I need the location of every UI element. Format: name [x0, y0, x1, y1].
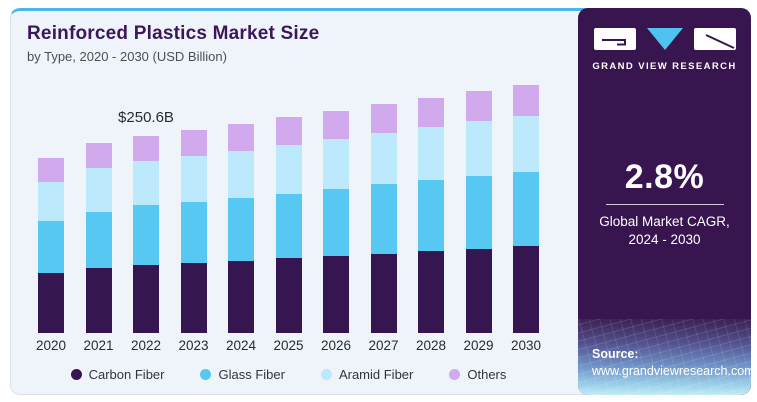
source-box: Source: www.grandviewresearch.com [578, 319, 751, 395]
bar-segment-aramid-fiber [180, 156, 207, 202]
legend-dot-icon [70, 369, 82, 380]
bar-segment-others [370, 103, 397, 133]
bar-segment-aramid-fiber [370, 132, 397, 185]
page-title: Reinforced Plastics Market Size [27, 23, 320, 44]
bar-2024 [228, 123, 254, 333]
bar-2022 [133, 136, 159, 333]
cagr-description-line1: Global Market CAGR, [599, 214, 730, 229]
bar-segment-carbon-fiber [38, 272, 64, 333]
bar-segment-others [133, 136, 159, 162]
bar-segment-glass-fiber [418, 180, 444, 251]
bar-segment-others [180, 129, 207, 157]
x-axis-label: 2023 [178, 338, 209, 353]
stacked-bar-chart: $250.6B [38, 83, 539, 333]
bar-2027 [370, 103, 397, 333]
bar-segment-carbon-fiber [418, 250, 444, 333]
gvr-logo-icon [593, 28, 736, 50]
bar-segment-glass-fiber [465, 175, 492, 249]
bar-2023 [180, 129, 207, 333]
sidebar-panel: GRAND VIEW RESEARCH 2.8% Global Market C… [578, 8, 751, 395]
x-axis-label: 2026 [320, 338, 352, 353]
bar-segment-carbon-fiber [85, 267, 112, 333]
chart-legend: Carbon Fiber Glass Fiber Aramid Fiber Other… [38, 367, 539, 382]
x-axis-label: 2027 [368, 338, 399, 353]
bar-segment-glass-fiber [133, 205, 159, 265]
bar-segment-others [228, 123, 254, 152]
bar-segment-others [465, 91, 492, 122]
bar-segment-aramid-fiber [323, 138, 349, 189]
brand-logo: GRAND VIEW RESEARCH [578, 28, 751, 72]
brand-name: GRAND VIEW RESEARCH [592, 61, 737, 72]
bar-2028 [418, 98, 444, 333]
bar-segment-glass-fiber [323, 188, 349, 256]
bar-segment-others [323, 110, 349, 139]
bar-segment-aramid-fiber [275, 145, 302, 194]
source-label: Source: [592, 347, 639, 361]
bar-segment-others [85, 142, 112, 169]
bar-2029 [465, 91, 492, 333]
x-axis-label: 2025 [273, 338, 304, 353]
bar-segment-others [513, 84, 539, 116]
x-axis-label: 2028 [415, 338, 447, 353]
cagr-description-line2: 2024 - 2030 [628, 231, 701, 247]
bar-2021 [85, 142, 112, 333]
bar-segment-aramid-fiber [418, 127, 444, 181]
bar-segment-carbon-fiber [323, 256, 349, 333]
bar-segment-aramid-fiber [465, 121, 492, 176]
bar-2026 [323, 110, 349, 333]
legend-label: Aramid Fiber [338, 367, 414, 382]
bar-segment-aramid-fiber [85, 168, 112, 212]
bar-segment-glass-fiber [38, 221, 64, 273]
bar-segment-glass-fiber [513, 171, 539, 246]
x-axis-label: 2024 [225, 338, 257, 353]
bar-segment-others [275, 117, 302, 146]
bar-segment-aramid-fiber [513, 115, 539, 172]
bar-segment-aramid-fiber [133, 161, 159, 206]
legend-label: Glass Fiber [218, 367, 285, 382]
cagr-description: Global Market CAGR, 2024 - 2030 [578, 213, 751, 249]
bar-segment-aramid-fiber [38, 181, 64, 222]
legend-label: Others [467, 367, 507, 382]
bar-segment-others [418, 98, 444, 128]
bar-segment-glass-fiber [85, 211, 112, 268]
page-subtitle: by Type, 2020 - 2030 (USD Billion) [27, 49, 227, 64]
legend-item-glass-fiber: Glass Fiber [200, 367, 285, 382]
divider [605, 204, 724, 205]
bar-segment-glass-fiber [275, 193, 302, 259]
bar-segment-carbon-fiber [180, 262, 207, 333]
bar-segment-aramid-fiber [228, 151, 254, 198]
legend-dot-icon [320, 369, 332, 380]
cagr-block: 2.8% Global Market CAGR, 2024 - 2030 [578, 158, 751, 249]
x-axis-labels: 2020 2021 2022 2023 2024 2025 2026 2027 2028 2029… [35, 338, 542, 353]
source-url-link[interactable]: www.grandviewresearch.com [592, 364, 751, 378]
legend-dot-icon [449, 369, 461, 380]
legend-item-others: Others [449, 367, 506, 382]
x-axis-label: 2021 [83, 338, 114, 353]
legend-item-aramid-fiber: Aramid Fiber [320, 367, 414, 382]
infographic-card: Reinforced Plastics Market Size by Type,… [10, 8, 751, 395]
bar-segment-carbon-fiber [465, 248, 492, 333]
bar-segment-glass-fiber [228, 197, 254, 261]
legend-label: Carbon Fiber [88, 367, 165, 382]
bar-segment-others [38, 158, 64, 182]
bar-segment-carbon-fiber [370, 253, 397, 333]
bar-2030 [513, 84, 539, 333]
bar-segment-carbon-fiber [275, 258, 302, 333]
bar-segment-glass-fiber [180, 201, 207, 263]
x-axis-label: 2020 [35, 338, 67, 353]
x-axis-label: 2030 [510, 338, 542, 353]
legend-dot-icon [200, 369, 212, 380]
bar-segment-carbon-fiber [228, 260, 254, 333]
bar-2025 [275, 117, 302, 333]
data-label: $250.6B [118, 109, 174, 127]
x-axis-label: 2022 [130, 338, 162, 353]
cagr-value: 2.8% [624, 158, 705, 196]
bar-segment-glass-fiber [370, 184, 397, 254]
bar-segment-carbon-fiber [513, 245, 539, 333]
legend-item-carbon-fiber: Carbon Fiber [70, 367, 165, 382]
bar-2020 [38, 158, 64, 333]
x-axis-label: 2029 [463, 338, 494, 353]
bar-segment-carbon-fiber [133, 264, 159, 333]
